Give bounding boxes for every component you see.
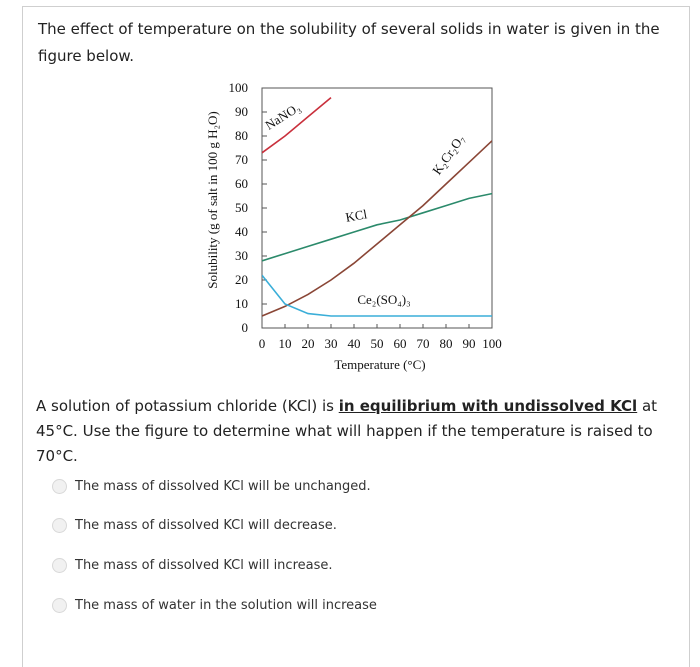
x-tick-label: 30 xyxy=(325,336,338,351)
x-tick-label: 80 xyxy=(440,336,453,351)
x-tick-label: 60 xyxy=(394,336,407,351)
question-part: at 45°C. Use the figure to determine wha… xyxy=(36,397,658,465)
series-label: K₂Cr₂O₇ xyxy=(429,132,467,178)
x-tick-label: 90 xyxy=(463,336,476,351)
radio-button[interactable] xyxy=(52,558,67,573)
content-frame xyxy=(22,6,690,667)
series-line xyxy=(262,192,492,262)
y-tick-label: 0 xyxy=(242,320,249,335)
series-line xyxy=(262,274,492,317)
x-tick-label: 50 xyxy=(371,336,384,351)
question-part: A solution of potassium chloride (KCl) i… xyxy=(36,397,339,415)
x-tick-label: 70 xyxy=(417,336,430,351)
x-tick-label: 100 xyxy=(482,336,502,351)
series-label: Ce₂(SO₄)₃ xyxy=(357,292,410,307)
y-tick-label: 10 xyxy=(235,296,248,311)
y-tick-label: 30 xyxy=(235,248,248,263)
intro-text: The effect of temperature on the solubil… xyxy=(38,20,660,65)
chart: Temperature (°C) Solubility (g of salt i… xyxy=(205,80,502,372)
y-tick-label: 40 xyxy=(235,224,248,239)
answer-option[interactable]: The mass of dissolved KCl will increase. xyxy=(52,558,333,573)
x-tick-label: 20 xyxy=(302,336,315,351)
y-tick-label: 80 xyxy=(235,128,248,143)
question-emphasis: in equilibrium with undissolved KCl xyxy=(338,397,638,415)
answer-option[interactable]: The mass of dissolved KCl will be unchan… xyxy=(52,479,371,494)
x-axis-label: Temperature (°C) xyxy=(334,357,425,372)
answer-option[interactable]: The mass of dissolved KCl will decrease. xyxy=(52,518,337,533)
series-label: NaNO₃ xyxy=(262,100,303,133)
y-tick-label: 20 xyxy=(235,272,248,287)
series-line xyxy=(262,140,492,317)
option-text: The mass of dissolved KCl will be unchan… xyxy=(75,479,371,494)
radio-button[interactable] xyxy=(52,598,67,613)
option-text: The mass of dissolved KCl will increase. xyxy=(75,558,333,573)
radio-button[interactable] xyxy=(52,479,67,494)
option-text: The mass of dissolved KCl will decrease. xyxy=(75,518,337,533)
y-axis-label: Solubility (g of salt in 100 g H₂O) xyxy=(205,111,220,289)
y-tick-label: 70 xyxy=(235,152,248,167)
y-tick-label: 60 xyxy=(235,176,248,191)
y-tick-label: 100 xyxy=(229,80,249,95)
series-label: KCl xyxy=(344,206,368,225)
x-tick-label: 10 xyxy=(279,336,292,351)
x-tick-label: 0 xyxy=(259,336,266,351)
y-tick-label: 90 xyxy=(235,104,248,119)
question-text: A solution of potassium chloride (KCl) i… xyxy=(36,394,676,469)
series-line xyxy=(262,96,332,154)
option-text: The mass of water in the solution will i… xyxy=(75,598,377,613)
x-tick-label: 40 xyxy=(348,336,361,351)
answer-option[interactable]: The mass of water in the solution will i… xyxy=(52,598,377,613)
radio-button[interactable] xyxy=(52,518,67,533)
y-tick-label: 50 xyxy=(235,200,248,215)
page: The effect of temperature on the solubil… xyxy=(22,6,690,667)
